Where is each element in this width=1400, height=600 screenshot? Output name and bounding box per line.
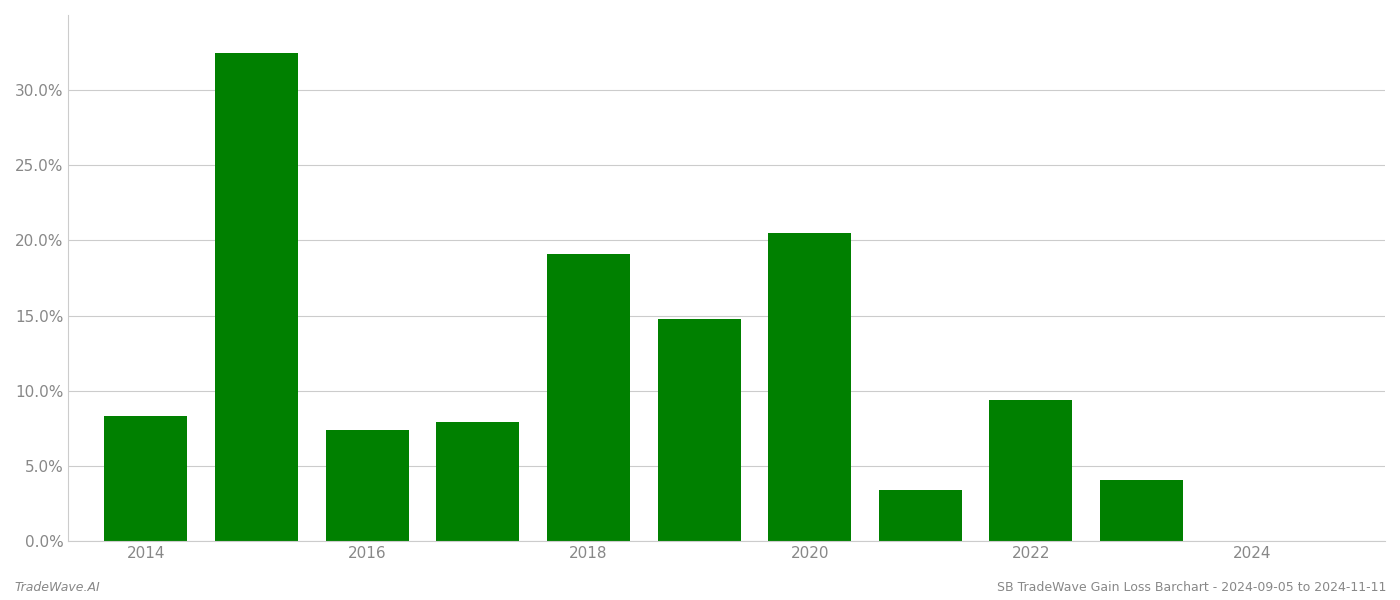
Bar <box>990 400 1072 541</box>
Bar <box>658 319 741 541</box>
Bar <box>437 422 519 541</box>
Bar <box>879 490 962 541</box>
Bar <box>769 233 851 541</box>
Bar <box>1100 479 1183 541</box>
Bar <box>216 53 298 541</box>
Text: TradeWave.AI: TradeWave.AI <box>14 581 99 594</box>
Text: SB TradeWave Gain Loss Barchart - 2024-09-05 to 2024-11-11: SB TradeWave Gain Loss Barchart - 2024-0… <box>997 581 1386 594</box>
Bar <box>547 254 630 541</box>
Bar <box>105 416 188 541</box>
Bar <box>326 430 409 541</box>
